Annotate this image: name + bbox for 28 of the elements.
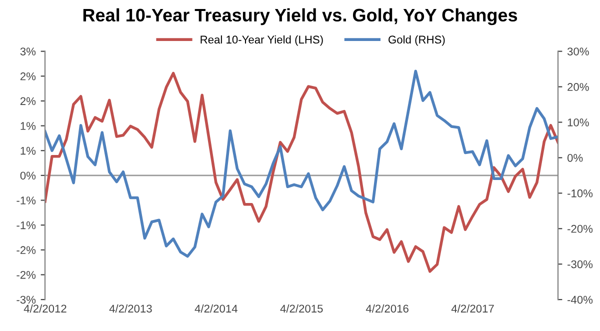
y-tick-label: 3% (20, 48, 36, 56)
y-tick-label: -3% (16, 296, 36, 304)
y-tick-label: -1% (16, 221, 36, 230)
x-tick-label: 4/2/2017 (451, 304, 494, 313)
y-tick-label: 1% (20, 146, 36, 155)
y2-tick-label: 30% (567, 48, 589, 56)
y2-tick-label: 0% (567, 154, 583, 162)
y-tick-label: -2% (16, 270, 36, 279)
chart-title: Real 10-Year Treasury Yield vs. Gold, YoY Changes (83, 8, 518, 26)
y2-tick-label: 20% (568, 83, 589, 91)
y-tick-label: 1% (20, 122, 36, 130)
x-tick-label: 4/2/2014 (194, 304, 238, 313)
x-tick-label: 4/2/2012 (24, 304, 66, 313)
y2-tick-label: -30% (568, 260, 593, 268)
legend-label: Gold (RHS) (388, 35, 445, 46)
x-tick-label: 4/2/2015 (280, 304, 323, 313)
x-tick-label: 4/2/2016 (366, 304, 408, 313)
legend-label: Real 10-Year Yield (LHS) (200, 35, 323, 46)
y2-tick-label: -40% (568, 296, 593, 304)
y2-tick-label: -20% (568, 224, 593, 233)
y-tick-label: -2% (16, 246, 36, 254)
y-tick-label: 2% (20, 72, 36, 80)
y-tick-label: 0% (20, 172, 36, 180)
y2-tick-label: 10% (568, 118, 589, 126)
y-tick-label: -1% (16, 196, 36, 204)
y2-tick-label: -10% (568, 189, 593, 198)
y-tick-label: 2% (20, 97, 36, 106)
x-tick-label: 4/2/2013 (109, 304, 152, 313)
